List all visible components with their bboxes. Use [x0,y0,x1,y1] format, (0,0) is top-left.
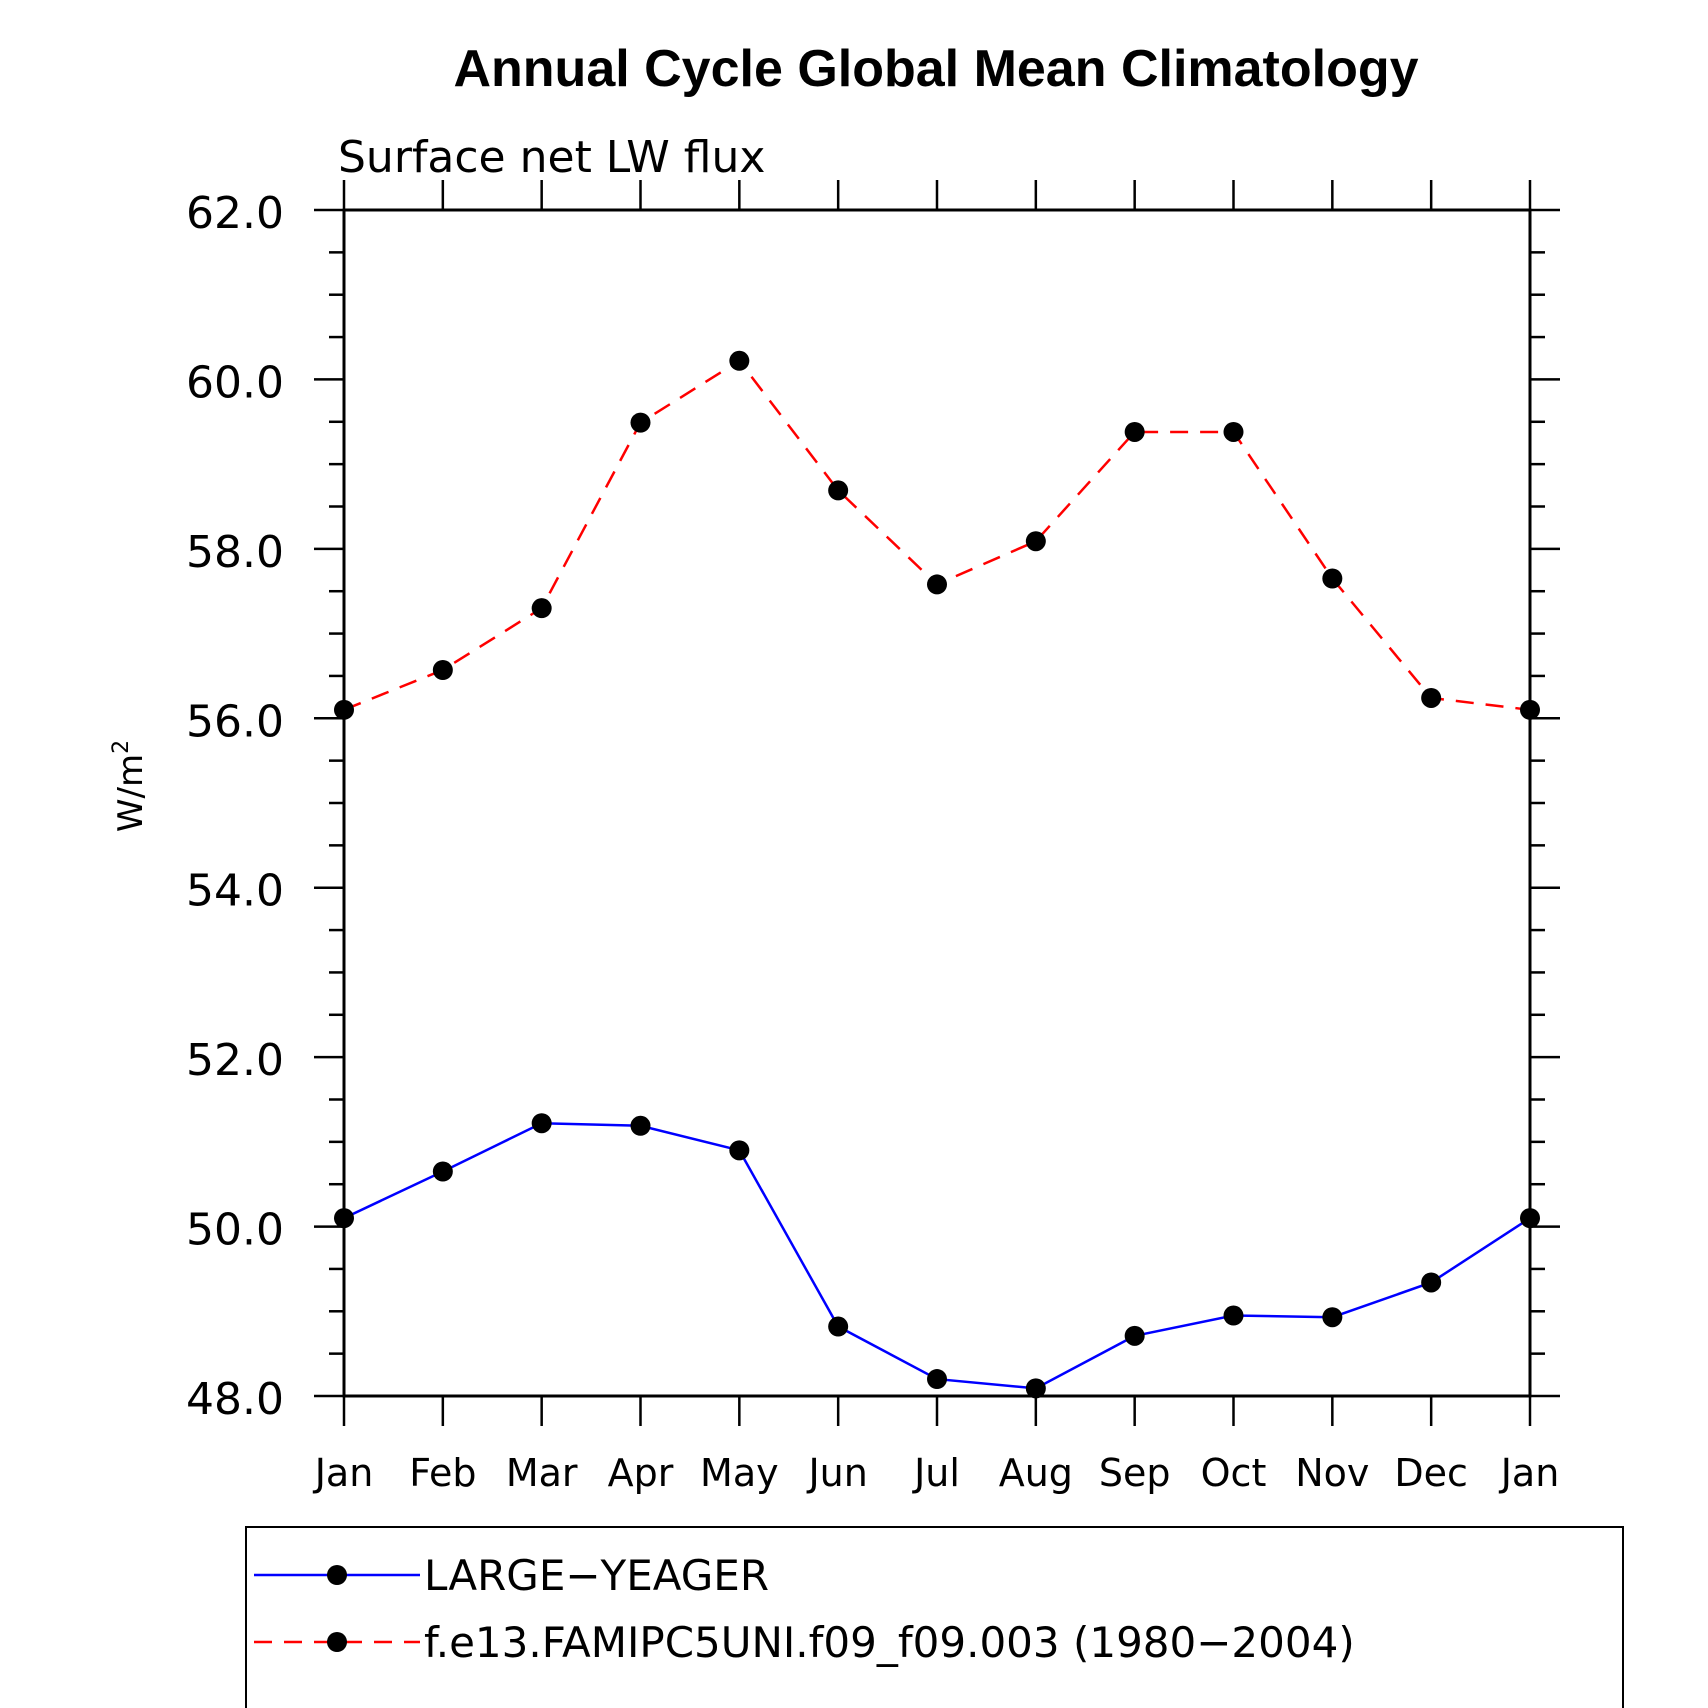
y-tick-label: 62.0 [186,188,284,239]
x-tick-label: Jan [1499,1451,1560,1495]
y-axis: 48.0 50.0 52.0 54.0 56.0 58.0 60.0 62.0 [186,188,1560,1425]
y-tick-label: 58.0 [186,527,284,578]
x-tick-label: Feb [409,1451,476,1495]
y-axis-label: W/m2 [109,740,151,832]
data-point [828,1316,849,1337]
data-point [630,412,651,433]
y-tick-label: 60.0 [186,357,284,408]
data-point [1421,1272,1442,1293]
data-point [432,1161,453,1182]
x-tick-label: Mar [506,1451,578,1495]
y-tick-label: 52.0 [186,1035,284,1086]
plot-frame [342,208,1532,1398]
y-tick-label: 50.0 [186,1205,284,1256]
x-axis: Jan Feb Mar Apr May Jun Jul Aug Sep Oct Nov Dec Jan [313,180,1560,1495]
x-tick-label: Jan [313,1451,374,1495]
x-tick-label: Nov [1295,1451,1369,1495]
data-point [334,1208,354,1229]
y-tick-label: 56.0 [186,696,284,747]
data-point [432,659,453,680]
x-tick-label: Sep [1099,1451,1171,1495]
data-point [531,598,552,619]
data-point [1124,421,1145,442]
data-point [1322,568,1343,589]
data-point [1421,687,1442,708]
series-line-1 [343,1121,1531,1390]
x-tick-label: Dec [1394,1451,1468,1495]
x-tick-label: Jul [912,1451,960,1495]
legend-label: LARGE−YEAGER [424,1551,769,1600]
data-point [1025,1378,1046,1399]
legend-label: f.e13.FAMIPC5UNI.f09_f09.003 (1980−2004) [424,1618,1355,1667]
data-point [828,480,849,501]
data-point [1124,1325,1145,1346]
legend-marker [327,1632,347,1652]
data-point [1520,699,1540,720]
data-point [927,1369,947,1390]
chart-title: Annual Cycle Global Mean Climatology [453,40,1418,98]
y-tick-label: 48.0 [186,1374,284,1425]
y-tick-label: 54.0 [186,866,284,917]
plot-border [342,208,1532,1398]
x-tick-label: Aug [999,1451,1073,1495]
series-layer [334,350,1540,1399]
data-point [927,574,947,595]
legend-box [245,1526,1624,1708]
data-point [729,1140,750,1161]
x-tick-label: Jun [806,1451,867,1495]
series-line-2 [343,359,1531,712]
x-tick-label: May [700,1451,779,1495]
data-point [630,1115,651,1136]
data-point [729,350,750,371]
x-tick-label: Oct [1201,1451,1267,1495]
chart-subtitle: Surface net LW flux [338,132,765,183]
data-point [334,699,354,720]
data-point [1322,1307,1343,1328]
data-point [1223,1305,1244,1326]
data-point [1025,531,1046,552]
data-point [531,1113,552,1134]
x-tick-label: Apr [608,1451,674,1495]
data-point [1223,421,1244,442]
legend-marker [327,1565,347,1585]
legend: LARGE−YEAGER f.e13.FAMIPC5UNI.f09_f09.003… [245,1526,1624,1708]
data-point [1520,1208,1540,1229]
